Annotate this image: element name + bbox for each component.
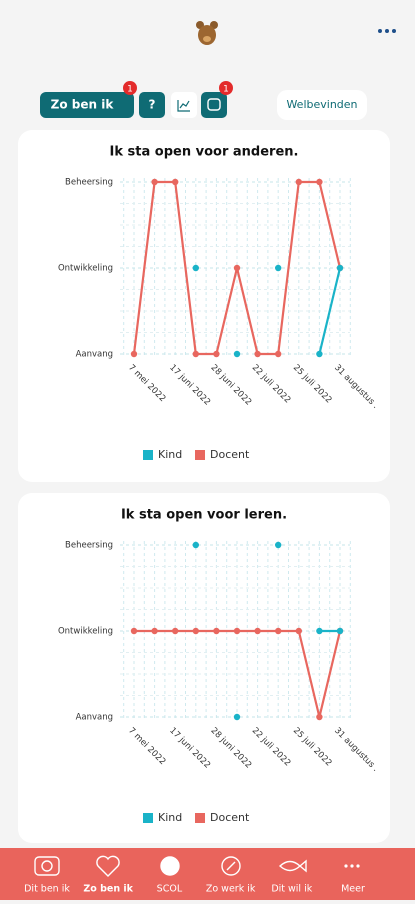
tab-label: Zo ben ik [51, 98, 115, 112]
nav-label: Dit ben ik [24, 884, 70, 895]
point [130, 627, 138, 635]
nav-label: Zo werk ik [206, 884, 256, 895]
point [151, 178, 158, 186]
point [172, 627, 179, 635]
point [275, 264, 282, 272]
legend-label: Kind [158, 448, 182, 461]
tab-label: Welbevinden [286, 98, 357, 111]
nav-label: Zo ben ik [83, 884, 133, 895]
point [233, 627, 241, 635]
badge-text: 1 [127, 85, 133, 95]
point [336, 627, 344, 635]
tab-active[interactable] [40, 92, 134, 118]
chart-card [18, 130, 390, 482]
nav-icons [34, 855, 307, 877]
chart-card [18, 493, 390, 843]
legend-swatch [143, 450, 153, 460]
point [275, 541, 282, 549]
point [254, 627, 261, 635]
point [316, 713, 323, 721]
chart-title: Ik sta open voor anderen. [110, 145, 299, 160]
nav: Dit ben ik Zo ben ik SCOL Zo werk ik Dit wil… [24, 884, 365, 895]
tab-label: ? [149, 98, 156, 112]
point [316, 627, 323, 635]
point [233, 713, 241, 721]
point [316, 178, 323, 186]
point [336, 264, 344, 272]
nav-label: Meer [341, 884, 365, 895]
point [192, 627, 199, 635]
legend-label: Docent [210, 811, 250, 824]
tab-help[interactable] [139, 92, 165, 118]
logo [196, 21, 218, 45]
point [192, 541, 199, 549]
legend-label: Kind [158, 811, 182, 824]
point [295, 627, 302, 635]
y-tick-label: Ontwikkeling [58, 264, 113, 274]
badge [219, 81, 233, 95]
point [233, 350, 241, 358]
y-tick-label: Beheersing [65, 178, 113, 188]
point [192, 264, 199, 272]
badge-text: 1 [223, 85, 229, 95]
legend-label: Docent [210, 448, 250, 461]
legend-swatch [195, 450, 205, 460]
bottom-nav [0, 848, 415, 900]
series-line [318, 267, 342, 355]
y-tick-label: Ontwikkeling [58, 627, 113, 637]
point [130, 350, 138, 358]
point [192, 350, 199, 358]
tab-chat[interactable] [201, 92, 227, 118]
chat-icon [207, 98, 221, 111]
tab-chart[interactable] [171, 92, 197, 118]
more-icon [344, 864, 360, 868]
tab-welbevinden[interactable] [277, 90, 367, 120]
nav-label: SCOL [157, 884, 183, 895]
point [172, 178, 179, 186]
nav-label: Dit wil ik [271, 884, 312, 895]
point [213, 350, 220, 358]
legend-swatch [143, 813, 153, 823]
menu-button[interactable] [378, 29, 396, 33]
y-tick-label: Aanvang [76, 713, 113, 723]
point [295, 178, 302, 186]
point [254, 350, 261, 358]
point [275, 350, 282, 358]
y-tick-label: Aanvang [76, 350, 113, 360]
point [151, 627, 158, 635]
y-tick-label: Beheersing [65, 541, 113, 551]
chart-title: Ik sta open voor leren. [121, 508, 287, 523]
point [316, 350, 323, 358]
point [275, 627, 282, 635]
point [233, 264, 241, 272]
badge [123, 81, 137, 95]
legend-swatch [195, 813, 205, 823]
point [213, 627, 220, 635]
